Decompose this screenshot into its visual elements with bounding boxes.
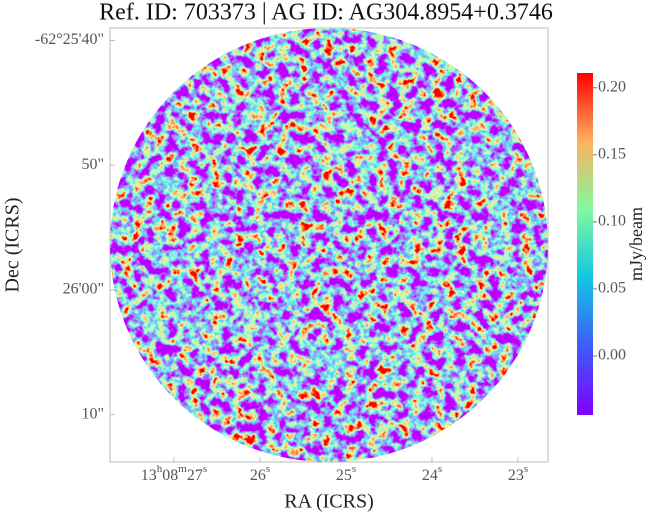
y-tick-label: -62°25'40" bbox=[35, 31, 104, 48]
y-axis-label: Dec (ICRS) bbox=[2, 198, 24, 293]
x-tick-label: 13h08m27s bbox=[141, 463, 207, 484]
y-tick-label: 10" bbox=[81, 405, 104, 422]
colorbar-tick-label: 0.20 bbox=[598, 78, 626, 95]
x-tick-label: 24s bbox=[422, 463, 442, 484]
colorbar-tick-label: 0.10 bbox=[598, 213, 626, 230]
x-tick-label: 25s bbox=[336, 463, 356, 484]
colorbar-tick-label: 0.00 bbox=[598, 347, 626, 364]
y-tick-label: 26'00" bbox=[63, 281, 104, 298]
image-map bbox=[110, 28, 548, 462]
chart-title: Ref. ID: 703373 | AG ID: AG304.8954+0.37… bbox=[99, 0, 553, 26]
x-axis-label: RA (ICRS) bbox=[284, 491, 373, 513]
y-tick-label: 50" bbox=[81, 156, 104, 173]
colorbar-label: mJy/beam bbox=[626, 207, 646, 281]
colorbar-tick-label: 0.15 bbox=[598, 145, 626, 162]
colorbar bbox=[577, 73, 593, 415]
colorbar-tick-label: 0.05 bbox=[598, 280, 626, 297]
x-tick-label: 26s bbox=[250, 463, 270, 484]
x-tick-label: 23s bbox=[508, 463, 528, 484]
